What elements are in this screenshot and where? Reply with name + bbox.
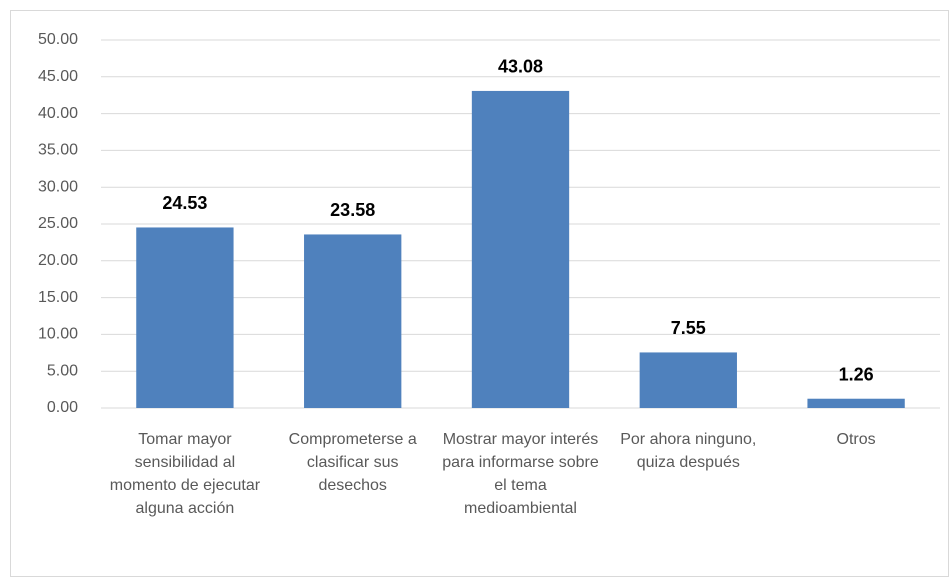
x-tick-label: Comprometerse a clasificar sus desechos	[288, 431, 417, 494]
x-tick-label: Mostrar mayor interés para informarse so…	[442, 431, 599, 517]
y-tick-label: 5.00	[47, 362, 78, 379]
bar	[136, 227, 234, 408]
x-tick-label: Tomar mayor sensibilidad al momento de e…	[109, 431, 261, 517]
x-tick-label: Otros	[836, 431, 876, 448]
bar	[304, 234, 402, 408]
value-label: 23.58	[330, 200, 375, 220]
bar	[807, 398, 905, 408]
y-tick-label: 50.00	[38, 31, 78, 48]
value-label: 1.26	[839, 364, 874, 384]
y-tick-label: 20.00	[38, 252, 78, 269]
y-tick-label: 0.00	[47, 399, 78, 416]
x-tick-label: Por ahora ninguno, quiza después	[620, 431, 757, 471]
value-label: 43.08	[498, 57, 543, 77]
y-tick-label: 40.00	[38, 105, 78, 122]
y-tick-label: 10.00	[38, 326, 78, 343]
bar	[639, 352, 737, 408]
y-tick-label: 35.00	[38, 142, 78, 159]
y-tick-label: 25.00	[38, 215, 78, 232]
y-tick-label: 30.00	[38, 178, 78, 195]
value-label: 7.55	[671, 318, 706, 338]
bar	[471, 90, 570, 408]
y-tick-label: 45.00	[38, 68, 78, 85]
y-tick-label: 15.00	[38, 289, 78, 306]
value-label: 24.53	[162, 193, 207, 213]
